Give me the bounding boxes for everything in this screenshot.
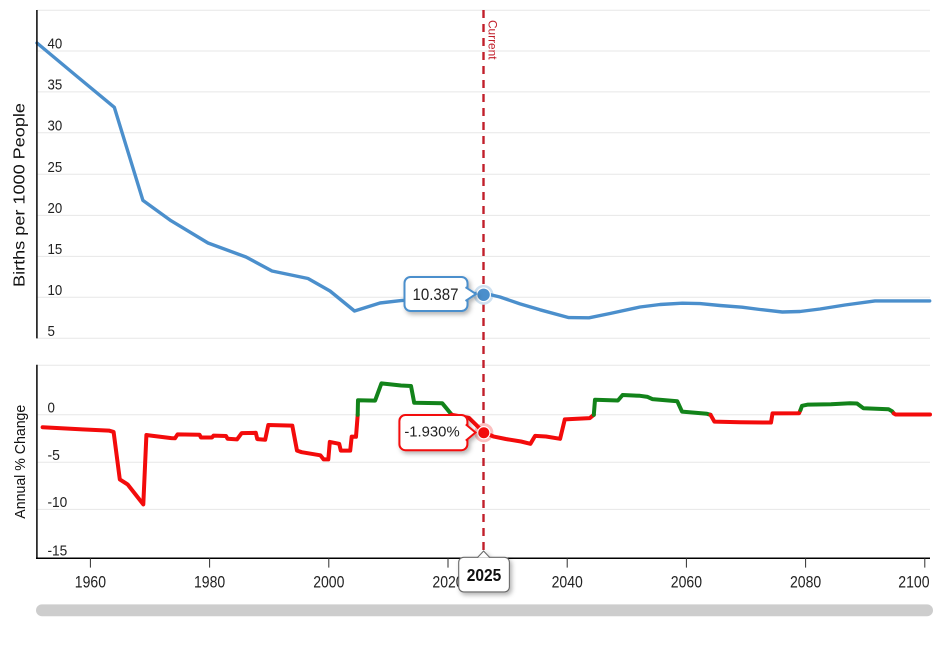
svg-text:2100: 2100 — [898, 574, 929, 592]
svg-text:2025: 2025 — [467, 565, 502, 585]
svg-text:2000: 2000 — [313, 574, 344, 592]
svg-text:2080: 2080 — [790, 574, 821, 592]
svg-text:Births per 1000 People: Births per 1000 People — [12, 103, 29, 287]
svg-text:-15: -15 — [48, 543, 68, 560]
svg-text:1980: 1980 — [194, 574, 225, 592]
svg-text:1960: 1960 — [75, 574, 106, 592]
svg-text:-1.930%: -1.930% — [404, 424, 459, 441]
svg-text:2040: 2040 — [552, 574, 583, 592]
svg-text:5: 5 — [48, 323, 55, 340]
svg-text:15: 15 — [48, 241, 63, 258]
svg-text:Annual % Change: Annual % Change — [13, 405, 29, 519]
svg-text:Current: Current — [485, 20, 499, 60]
svg-text:30: 30 — [48, 117, 63, 134]
svg-text:10: 10 — [48, 282, 63, 299]
svg-text:2060: 2060 — [671, 574, 702, 592]
svg-text:-5: -5 — [48, 447, 60, 464]
svg-text:35: 35 — [48, 77, 63, 94]
svg-text:25: 25 — [48, 159, 63, 176]
svg-text:2020: 2020 — [432, 574, 463, 592]
svg-text:10.387: 10.387 — [413, 285, 459, 304]
svg-text:20: 20 — [48, 200, 63, 217]
svg-text:40: 40 — [48, 36, 63, 53]
svg-text:-10: -10 — [48, 494, 68, 511]
svg-text:0: 0 — [48, 400, 55, 417]
